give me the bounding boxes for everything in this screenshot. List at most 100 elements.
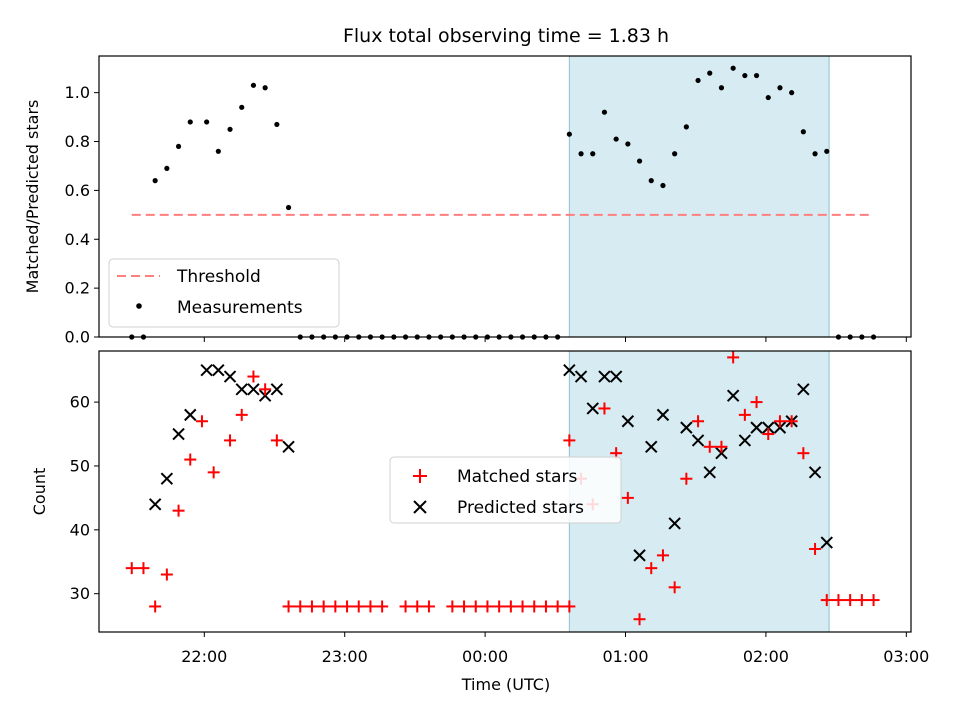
predicted-stars-point [270, 383, 284, 396]
matched-stars-point [259, 383, 272, 396]
matched-stars-point [458, 600, 471, 613]
matched-stars-point [125, 562, 138, 575]
matched-stars-point [149, 600, 162, 613]
matched-stars-point [820, 594, 833, 607]
predicted-stars-point [247, 383, 260, 396]
predicted-stars-point [820, 536, 833, 549]
predicted-stars-point [680, 421, 693, 434]
matched-stars-point [137, 562, 150, 575]
matched-stars-point [539, 600, 552, 613]
bottom-y-tick-label: 60 [70, 393, 90, 412]
matched-stars-point [621, 491, 634, 504]
x-tick-label: 02:00 [743, 647, 789, 666]
matched-stars-point [504, 600, 517, 613]
measurement-point [789, 90, 795, 96]
matched-stars-point [516, 600, 529, 613]
predicted-stars-point [645, 440, 658, 454]
measurement-point [601, 109, 608, 115]
matched-stars-point [341, 600, 354, 613]
matched-stars-point [738, 408, 751, 421]
matched-stars-point [172, 504, 185, 517]
matched-stars-point [528, 600, 541, 613]
top-panel: 0.0 0.2 0.4 0.6 0.8 1.0 Matched/Predicted sta… [23, 55, 912, 347]
matched-stars-point [329, 600, 342, 613]
legend-matched-label: Matched stars [457, 467, 577, 487]
measurement-point [800, 129, 806, 135]
x-tick-label: 00:00 [462, 647, 508, 666]
predicted-stars-point [574, 370, 588, 383]
matched-stars-point [797, 447, 810, 460]
bottom-y-tick-label: 40 [70, 520, 90, 539]
measurement-point [707, 70, 713, 76]
measurement-point [204, 119, 210, 125]
matched-stars-point [399, 600, 412, 613]
matched-stars-point [867, 594, 880, 607]
predicted-stars-point [726, 389, 740, 402]
matched-stars-point [184, 453, 197, 466]
matched-stars-point [785, 415, 798, 428]
x-axis-label: Time (UTC) [461, 675, 550, 694]
chart-title: Flux total observing time = 1.83 h [343, 25, 669, 47]
matched-stars-point [633, 613, 646, 626]
measurement-point [250, 82, 257, 88]
bottom-y-tick-label: 50 [70, 456, 90, 475]
predicted-stars-point [172, 427, 185, 441]
matched-stars-point [160, 568, 173, 581]
predicted-stars-point [773, 421, 787, 434]
matched-stars-point [195, 415, 208, 428]
measurement-point [175, 143, 182, 150]
matched-stars-point [703, 440, 716, 453]
predicted-stars-point [563, 363, 576, 377]
matched-stars-point [832, 594, 845, 607]
matched-stars-point [247, 370, 260, 383]
bottom-y-tick-label: 30 [70, 584, 90, 603]
measurement-point [648, 178, 654, 184]
matched-stars-point [656, 549, 669, 562]
top-y-tick-label: 0.4 [65, 230, 90, 249]
x-tick-label: 03:00 [883, 647, 929, 666]
bottom-legend-box [389, 456, 622, 524]
predicted-stars-point [762, 421, 775, 434]
top-y-tick-label: 0.6 [65, 181, 90, 200]
measurement-point [636, 158, 643, 164]
top-y-tick-label: 1.0 [65, 83, 90, 102]
matched-stars-point [207, 466, 220, 479]
matched-stars-point [809, 542, 822, 555]
predicted-stars-point [633, 549, 646, 562]
measurement-point [262, 85, 268, 91]
matched-stars-point [645, 562, 658, 575]
predicted-stars-point [200, 363, 213, 377]
measurement-point [683, 124, 689, 130]
measurement-point [613, 136, 619, 142]
predicted-stars-point [750, 421, 763, 434]
predicted-stars-point [148, 498, 162, 511]
x-tick-label: 23:00 [322, 647, 368, 666]
top-y-tick-label: 0.2 [65, 279, 90, 298]
measurement-point [285, 204, 292, 211]
measurement-point [566, 131, 572, 137]
predicted-stars-point [738, 434, 752, 447]
top-legend: Threshold Measurements [108, 258, 340, 328]
measurement-point [730, 65, 736, 71]
bottom-axes-frame [98, 350, 912, 633]
predicted-stars-point [184, 408, 197, 422]
top-y-tick-label: 0.8 [65, 132, 90, 151]
matched-stars-point [563, 600, 576, 613]
matched-stars-point [224, 434, 237, 447]
measurement-point [227, 126, 233, 132]
matched-stars-point [692, 415, 705, 428]
measurement-point [765, 94, 771, 101]
legend-matched-swatch [413, 469, 427, 483]
predicted-stars-point [715, 446, 728, 460]
matched-stars-point [844, 594, 857, 607]
measurement-point [660, 182, 666, 189]
x-tick-label: 01:00 [602, 647, 648, 666]
measurement-point [824, 148, 830, 154]
matched-stars-point [481, 600, 494, 613]
matched-stars-point [469, 600, 482, 613]
matched-stars-point [317, 600, 330, 613]
measurement-point [742, 72, 748, 79]
matched-stars-point [305, 600, 318, 613]
